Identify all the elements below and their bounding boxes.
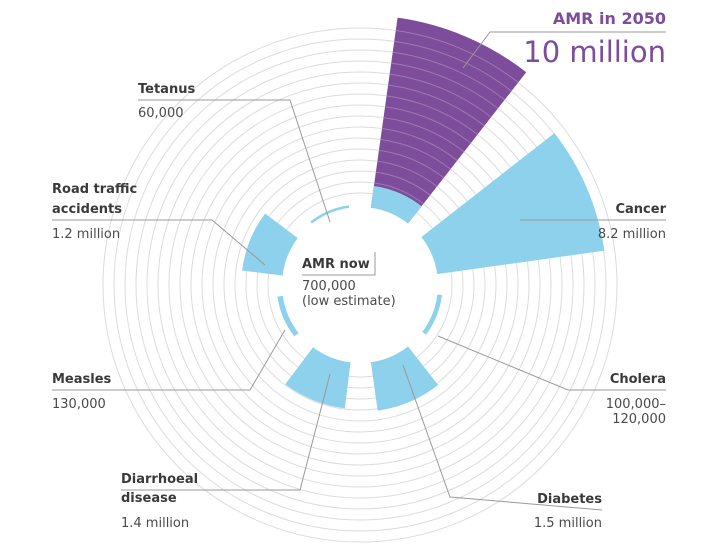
tetanus-leader [138,99,331,223]
measles-leader [52,329,286,391]
highlight-grid-arc [374,182,424,205]
cancer-label: Cancer [615,202,666,217]
highlight-value: 10 million [523,35,666,69]
cholera-leader [437,335,666,391]
center-value-line-2: (low estimate) [302,294,396,309]
grid-ring [212,137,508,433]
diarrhoeal-label-line-1: Diarrhoeal [121,472,198,487]
grid-ring [223,148,497,422]
wedges [242,17,605,411]
highlight-grid-arc [378,149,445,179]
cancer-wedge [419,133,605,275]
road-traffic-label-line-2: accidents [52,202,122,217]
highlight-grid-arc [383,117,465,153]
grid-ring [124,49,596,521]
highlight-grid-arc [389,73,492,118]
diabetes-wedge [370,344,439,411]
highlight-label: AMR in 2050 [553,9,666,28]
highlight-grid-arc [377,160,438,187]
highlight-grid-arc [386,95,478,135]
highlight-grid-arc [388,84,485,127]
grid-ring [146,71,574,499]
diabetes-label: Diabetes [537,492,602,507]
center-value-line-1: 700,000 [302,279,356,294]
highlight-grid-arc [391,62,499,109]
diabetes-leader [402,364,603,511]
grid-rings [102,27,618,543]
cancer-value: 8.2 million [598,227,666,242]
highlight-grid-arc [381,128,458,161]
center-leader [302,252,376,276]
highlight-grid-arc [380,138,451,170]
diarrhoeal-value: 1.4 million [121,516,189,531]
amr-now-wedge [370,185,422,226]
segment-labels: Cancer 8.2 million Cholera 100,000– 120,… [52,82,667,531]
tetanus-value: 60,000 [138,106,184,121]
cholera-label: Cholera [610,372,666,387]
highlight-leader [462,31,666,69]
highlight-grid-arc [394,40,512,92]
grid-ring [234,159,486,411]
highlight-grid-arc [392,51,505,101]
grid-ring [256,181,464,389]
diarrhoeal-wedge [285,345,351,409]
highlight-grid-arc [395,30,519,83]
grid-ring [157,82,563,488]
road-traffic-leader [52,219,266,266]
measles-label: Measles [52,372,112,387]
road-traffic-label-line-1: Road traffic [52,182,137,197]
cholera-value-line-1: 100,000– [606,397,666,412]
amr-2050-wedge [370,17,527,226]
tetanus-label: Tetanus [138,82,195,97]
diabetes-value: 1.5 million [534,516,602,531]
highlight-grid-arc [375,171,431,196]
grid-ring [245,170,475,400]
center-label: AMR now [302,257,370,272]
grid-ring [135,60,585,510]
road-traffic-wedge [242,213,300,276]
grid-ring [168,93,552,477]
grid-ring [267,192,453,378]
diarrhoeal-label-line-2: disease [121,491,177,506]
grid-ring [102,27,618,543]
diarrhoeal-leader [121,373,331,491]
road-traffic-value: 1.2 million [52,227,120,242]
leader-lines [52,31,666,511]
grid-ring [113,38,607,532]
center-disc [282,207,438,363]
highlight-grid-arc [384,106,472,144]
grid-ring [190,115,530,455]
measles-value: 130,000 [52,397,106,412]
grid-ring [179,104,541,466]
cholera-value-line-2: 120,000 [612,412,666,427]
grid-ring [201,126,519,444]
